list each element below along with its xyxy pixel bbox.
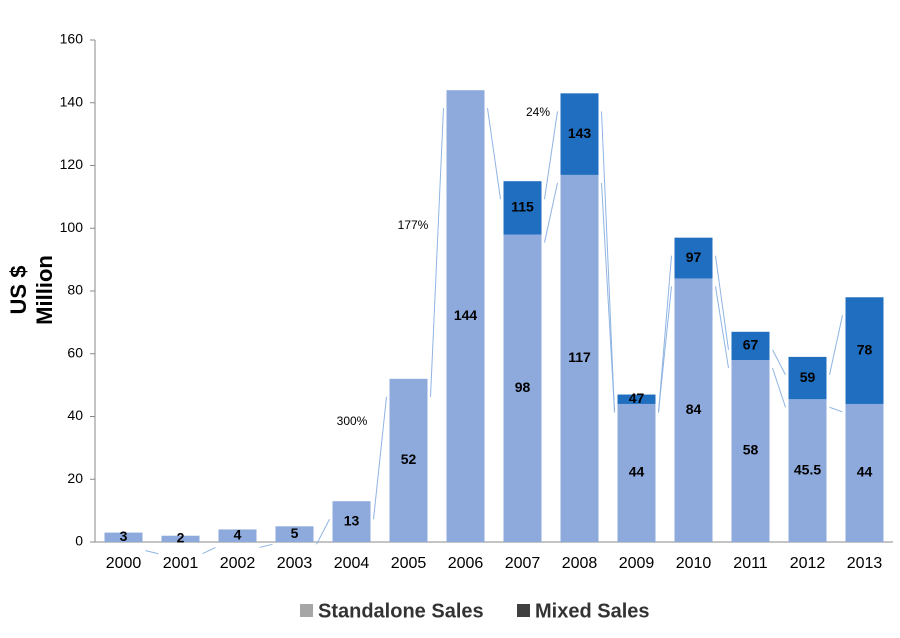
bar-segment [788, 399, 827, 542]
y-axis-label-line: US $ [6, 266, 31, 315]
legend-swatch [300, 604, 313, 617]
legend-label: Standalone Sales [318, 600, 484, 622]
bar-segment [218, 529, 257, 542]
annotation: 177% [398, 218, 429, 232]
y-tick-label: 140 [60, 93, 84, 109]
connector [715, 286, 729, 369]
x-tick-label: 2003 [277, 555, 313, 572]
bar-segment [560, 93, 599, 175]
connector [430, 108, 444, 397]
total-label: 78 [857, 341, 873, 357]
annotation: 300% [337, 414, 368, 428]
connector [316, 518, 330, 545]
data-label: 44 [629, 464, 645, 480]
y-tick-label: 100 [60, 219, 84, 235]
connector [715, 255, 729, 350]
connector [601, 182, 615, 412]
bar-segment [845, 297, 884, 404]
bar-segment [617, 394, 656, 404]
bar-segment [845, 403, 884, 542]
data-label: 58 [743, 442, 759, 458]
x-tick-label: 2012 [790, 555, 826, 572]
x-tick-label: 2008 [562, 555, 598, 572]
y-tick-label: 60 [67, 344, 83, 360]
connector [487, 108, 501, 200]
total-label: 143 [568, 125, 592, 141]
y-axis-label-line: Million [32, 255, 57, 325]
connector [259, 543, 273, 548]
total-label: 47 [629, 390, 645, 406]
connector [772, 349, 786, 376]
bar-segment [674, 278, 713, 542]
y-tick-label: 0 [75, 533, 83, 549]
total-label: 59 [800, 369, 816, 385]
total-label: 67 [743, 337, 759, 353]
data-label: 84 [686, 401, 702, 417]
connector [202, 546, 216, 555]
data-label: 13 [344, 512, 360, 528]
bar-segment [674, 237, 713, 279]
connector [373, 396, 387, 520]
data-label: 52 [401, 451, 417, 467]
connector [829, 315, 843, 375]
x-tick-label: 2005 [391, 555, 427, 572]
x-tick-label: 2010 [676, 555, 712, 572]
data-label: 44 [857, 464, 873, 480]
bar-segment [503, 234, 542, 542]
total-label: 97 [686, 249, 702, 265]
bar-segment [731, 331, 770, 361]
x-tick-label: 2001 [163, 555, 199, 572]
x-tick-label: 2011 [733, 555, 768, 572]
bar-segment [503, 181, 542, 235]
legend-swatch [517, 604, 530, 617]
bar-segment [788, 356, 827, 400]
annotation: 24% [526, 105, 550, 119]
bar-segment [731, 360, 770, 542]
bar-segment [560, 174, 599, 542]
connector [145, 550, 159, 555]
x-tick-label: 2009 [619, 555, 655, 572]
y-tick-label: 120 [60, 156, 84, 172]
connector [658, 286, 672, 413]
bar-segment [617, 403, 656, 542]
x-tick-label: 2007 [505, 555, 541, 572]
bar-segment [104, 532, 143, 542]
connector [829, 406, 843, 413]
connector [544, 111, 558, 200]
data-label: 144 [454, 307, 478, 323]
x-tick-label: 2004 [334, 555, 370, 572]
bar-segment [332, 501, 371, 542]
data-label: 2 [177, 530, 185, 546]
bar-segment [161, 535, 200, 542]
data-label: 45.5 [794, 461, 821, 477]
x-tick-label: 2006 [448, 555, 484, 572]
data-label: 3 [120, 528, 128, 544]
x-tick-label: 2013 [847, 555, 883, 572]
connector [772, 367, 786, 408]
data-label: 117 [568, 349, 591, 365]
y-axis-label: US $ Million [6, 255, 57, 325]
connector [544, 182, 558, 243]
data-label: 98 [515, 379, 531, 395]
x-tick-label: 2002 [220, 555, 256, 572]
total-label: 115 [511, 199, 534, 215]
data-label: 4 [234, 526, 242, 542]
y-tick-label: 20 [67, 470, 83, 486]
bar-segment [446, 90, 485, 542]
y-tick-label: 40 [67, 407, 83, 423]
legend-label: Mixed Sales [535, 600, 650, 622]
data-label: 5 [291, 525, 299, 541]
bar-segment [389, 378, 428, 542]
x-tick-label: 2000 [106, 555, 142, 572]
connector [601, 111, 615, 413]
bar-segment [275, 526, 314, 542]
y-tick-label: 80 [67, 282, 83, 298]
y-tick-label: 160 [60, 31, 84, 47]
